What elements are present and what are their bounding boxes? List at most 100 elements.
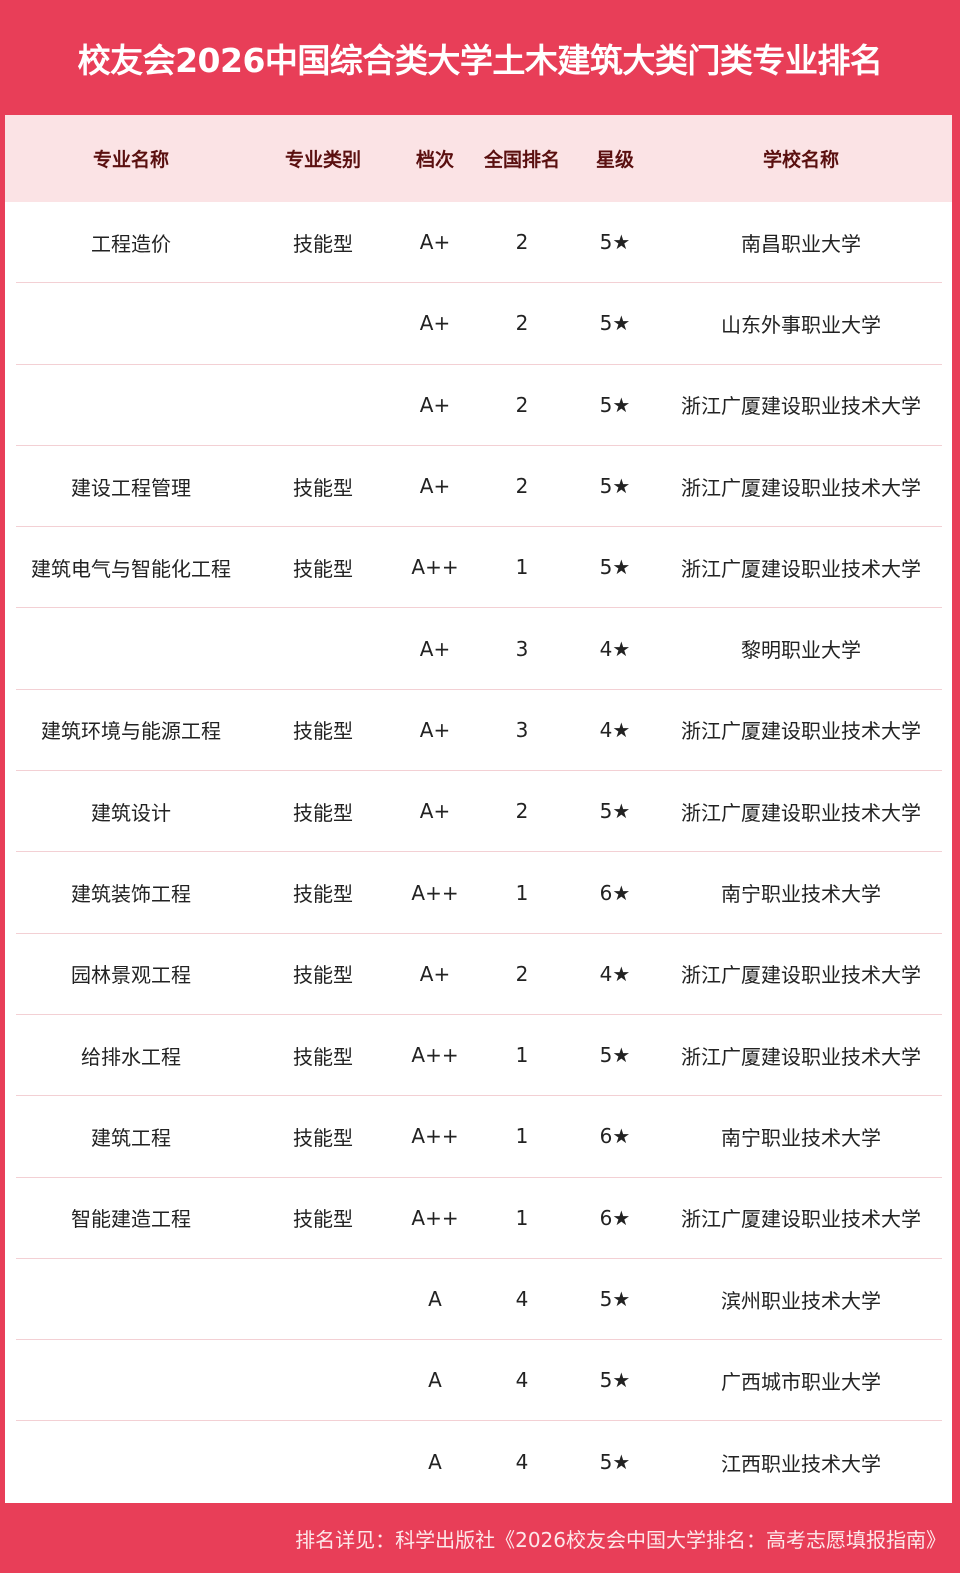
table-row: 建设工程管理 技能型 A+ 2 5★ 浙江广厦建设职业技术大学 <box>16 446 942 528</box>
table-row: 园林景观工程 技能型 A+ 2 4★ 浙江广厦建设职业技术大学 <box>16 934 942 1015</box>
cell-major-name: 工程造价 <box>91 231 171 256</box>
cell-grade: A+ <box>419 636 451 661</box>
cell-star-level: 4★ <box>599 636 631 661</box>
cell-national-rank: 4 <box>515 1287 529 1311</box>
table-row: 建筑电气与智能化工程 技能型 A++ 1 5★ 浙江广厦建设职业技术大学 <box>16 527 942 609</box>
footer-source: 排名详见：科学出版社《2026校友会中国大学排名：高考志愿填报指南》 <box>295 1527 946 1552</box>
cell-star-level: 5★ <box>599 1287 631 1311</box>
column-header-school-name: 学校名称 <box>762 149 839 171</box>
cell-major-name: 建筑工程 <box>91 1125 171 1150</box>
cell-star-level: 5★ <box>599 230 631 255</box>
ranking-table: 专业名称 专业类别 档次 全国排名 星级 学校名称 工程造价 技能型 A+ 2 5★ 南昌职业大学 A… <box>5 115 952 1503</box>
cell-national-rank: 1 <box>515 880 529 905</box>
table-row: A+ 3 4★ 黎明职业大学 <box>16 608 942 690</box>
cell-star-level: 5★ <box>599 1450 631 1475</box>
cell-grade: A++ <box>411 1205 459 1230</box>
cell-star-level: 5★ <box>599 1368 631 1393</box>
column-header-grade: 档次 <box>415 149 454 171</box>
cell-star-level: 5★ <box>599 555 631 580</box>
cell-school-name: 浙江广厦建设职业技术大学 <box>681 394 921 419</box>
table-row: 工程造价 技能型 A+ 2 5★ 南昌职业大学 <box>16 202 942 284</box>
column-header-major-name: 专业名称 <box>92 149 169 171</box>
cell-grade: A+ <box>419 717 451 742</box>
table-row: A+ 2 5★ 山东外事职业大学 <box>16 283 942 365</box>
cell-national-rank: 1 <box>515 1205 529 1230</box>
table-row: 建筑工程 技能型 A++ 1 6★ 南宁职业技术大学 <box>16 1096 942 1178</box>
cell-national-rank: 3 <box>515 717 529 742</box>
cell-grade: A+ <box>419 230 451 255</box>
table-row: A+ 2 5★ 浙江广厦建设职业技术大学 <box>16 365 942 446</box>
cell-grade: A++ <box>411 880 459 905</box>
cell-major-name: 园林景观工程 <box>71 963 191 988</box>
cell-star-level: 4★ <box>599 717 631 742</box>
cell-star-level: 5★ <box>599 392 631 417</box>
cell-grade: A++ <box>411 555 459 580</box>
table-row: 智能建造工程 技能型 A++ 1 6★ 浙江广厦建设职业技术大学 <box>16 1178 942 1259</box>
cell-grade: A+ <box>419 474 451 499</box>
cell-major-category: 技能型 <box>293 475 353 500</box>
table-row: 建筑设计 技能型 A+ 2 5★ 浙江广厦建设职业技术大学 <box>16 771 942 853</box>
cell-major-name <box>16 1421 246 1502</box>
column-header-national-rank: 全国排名 <box>483 149 560 171</box>
cell-school-name: 浙江广厦建设职业技术大学 <box>681 1044 921 1069</box>
cell-major-category: 技能型 <box>293 1044 353 1069</box>
cell-grade: A <box>428 1287 442 1311</box>
cell-national-rank: 4 <box>515 1450 529 1475</box>
cell-national-rank: 1 <box>515 555 529 580</box>
cell-national-rank: 4 <box>515 1368 529 1393</box>
cell-grade: A++ <box>411 1124 459 1149</box>
table-row: A 4 5★ 广西城市职业大学 <box>16 1340 942 1422</box>
cell-major-name <box>16 1259 246 1339</box>
cell-major-category: 技能型 <box>293 963 353 988</box>
table-row: A 4 5★ 江西职业技术大学 <box>16 1421 942 1502</box>
cell-major-category: 技能型 <box>293 719 353 744</box>
cell-grade: A <box>428 1368 442 1393</box>
cell-major-name <box>16 608 246 688</box>
cell-school-name: 浙江广厦建设职业技术大学 <box>681 556 921 581</box>
cell-major-name: 建筑电气与智能化工程 <box>31 556 231 581</box>
cell-major-name <box>16 1340 246 1420</box>
cell-star-level: 6★ <box>599 880 631 905</box>
cell-major-name: 建设工程管理 <box>71 475 191 500</box>
cell-grade: A+ <box>419 311 451 336</box>
cell-star-level: 6★ <box>599 1124 631 1149</box>
cell-grade: A+ <box>419 799 451 824</box>
cell-school-name: 浙江广厦建设职业技术大学 <box>681 800 921 825</box>
cell-school-name: 黎明职业大学 <box>741 638 861 663</box>
cell-major-category: 技能型 <box>293 231 353 256</box>
table-row: 建筑环境与能源工程 技能型 A+ 3 4★ 浙江广厦建设职业技术大学 <box>16 690 942 772</box>
cell-major-name: 建筑装饰工程 <box>71 882 191 907</box>
cell-school-name: 广西城市职业大学 <box>721 1369 881 1394</box>
cell-national-rank: 2 <box>515 961 529 986</box>
cell-major-name: 给排水工程 <box>81 1044 181 1069</box>
cell-school-name: 浙江广厦建设职业技术大学 <box>681 719 921 744</box>
cell-star-level: 5★ <box>599 311 631 336</box>
cell-school-name: 南宁职业技术大学 <box>721 1125 881 1150</box>
cell-star-level: 5★ <box>599 1043 631 1068</box>
cell-major-category: 技能型 <box>293 882 353 907</box>
cell-school-name: 浙江广厦建设职业技术大学 <box>681 475 921 500</box>
column-header-star-level: 星级 <box>595 149 634 171</box>
cell-school-name: 江西职业技术大学 <box>721 1451 881 1476</box>
table-body: 工程造价 技能型 A+ 2 5★ 南昌职业大学 A+ 2 5★ 山东外事职业大学 A+ 2 5★ 浙江广厦… <box>5 202 952 1503</box>
cell-national-rank: 2 <box>515 230 529 255</box>
cell-major-name: 智能建造工程 <box>71 1207 191 1232</box>
cell-grade: A+ <box>419 392 451 417</box>
cell-national-rank: 2 <box>515 799 529 824</box>
cell-star-level: 6★ <box>599 1205 631 1230</box>
cell-national-rank: 2 <box>515 392 529 417</box>
cell-grade: A++ <box>411 1043 459 1068</box>
table-row: 建筑装饰工程 技能型 A++ 1 6★ 南宁职业技术大学 <box>16 852 942 934</box>
cell-major-name: 建筑环境与能源工程 <box>41 719 221 744</box>
cell-school-name: 山东外事职业大学 <box>721 312 881 337</box>
cell-national-rank: 2 <box>515 311 529 336</box>
cell-star-level: 4★ <box>599 961 631 986</box>
cell-major-name <box>16 283 246 363</box>
cell-grade: A+ <box>419 961 451 986</box>
cell-school-name: 滨州职业技术大学 <box>721 1288 881 1313</box>
table-row: A 4 5★ 滨州职业技术大学 <box>16 1259 942 1341</box>
table-row: 给排水工程 技能型 A++ 1 5★ 浙江广厦建设职业技术大学 <box>16 1015 942 1097</box>
cell-major-category <box>246 1340 400 1420</box>
cell-major-category: 技能型 <box>293 556 353 581</box>
cell-grade: A <box>428 1450 442 1475</box>
